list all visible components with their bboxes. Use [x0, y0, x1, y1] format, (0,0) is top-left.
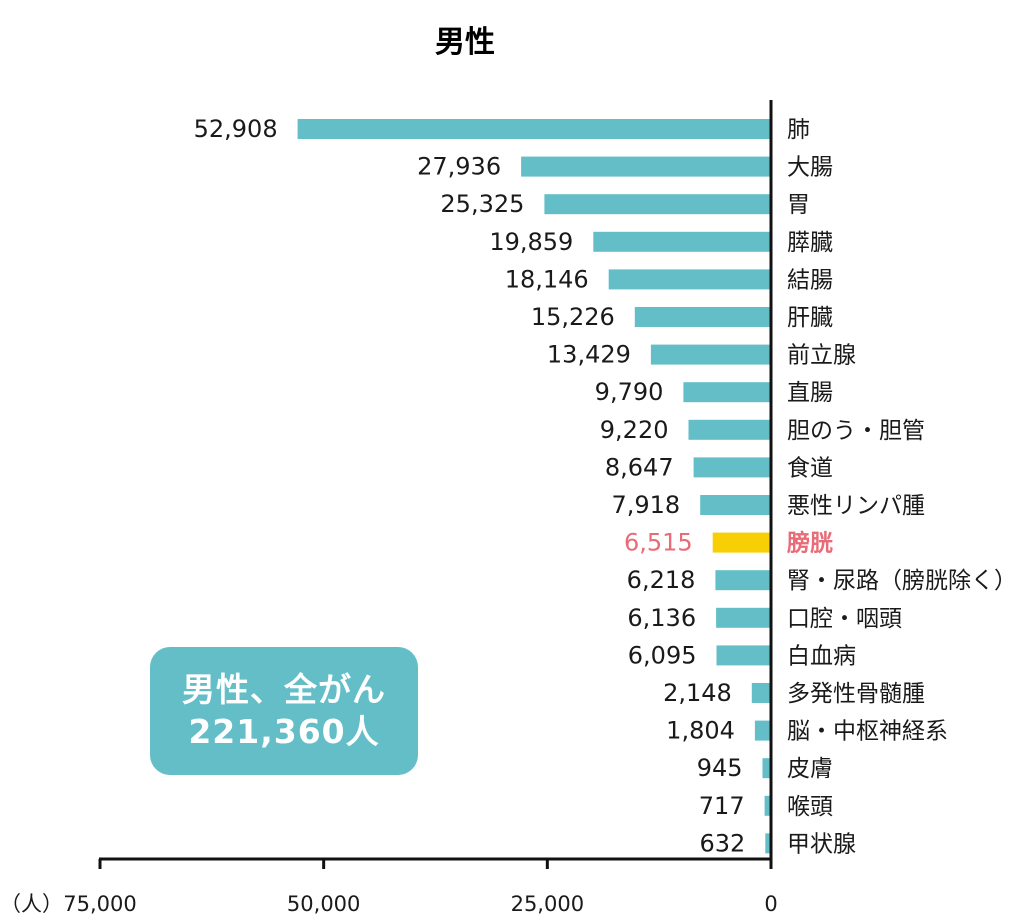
value-label-6: 13,429: [547, 341, 631, 369]
value-label-8: 9,220: [600, 416, 669, 444]
value-label-11: 6,515: [624, 529, 693, 557]
category-label-0: 肺: [787, 117, 810, 143]
category-label-5: 肝臓: [787, 305, 833, 331]
category-label-16: 脳・中枢神経系: [787, 719, 948, 745]
bar-3: [593, 231, 771, 252]
bar-7: [683, 382, 771, 403]
x-tick-label-3: 0: [764, 892, 777, 916]
bar-15: [751, 683, 771, 703]
x-tick-label-2: 25,000: [511, 892, 584, 916]
category-label-1: 大腸: [787, 155, 833, 181]
bar-5: [634, 307, 771, 327]
bar-16: [754, 720, 771, 741]
bar-9: [693, 457, 771, 478]
value-label-2: 25,325: [440, 190, 524, 218]
value-label-19: 632: [699, 829, 745, 857]
category-label-10: 悪性リンパ腫: [787, 493, 925, 519]
bar-13: [716, 607, 771, 628]
category-label-18: 喉頭: [787, 794, 833, 820]
value-label-12: 6,218: [627, 566, 696, 594]
value-label-18: 717: [699, 792, 745, 820]
total-summary-value: 221,360人: [188, 712, 380, 751]
category-label-15: 多発性骨髄腫: [787, 681, 925, 707]
category-label-19: 甲状腺: [787, 831, 856, 857]
category-label-13: 口腔・咽頭: [787, 606, 902, 632]
bar-11: [712, 532, 771, 553]
category-label-14: 白血病: [787, 643, 856, 669]
category-label-8: 胆のう・胆管: [787, 418, 925, 444]
axes-group: 75,000 50,000 25,000 0 （人）: [0, 100, 778, 916]
value-label-1: 27,936: [417, 153, 501, 181]
x-tick-label-0: 75,000: [63, 892, 136, 916]
category-label-2: 胃: [787, 192, 810, 218]
bar-0: [297, 119, 771, 139]
chart-title: 男性: [435, 25, 495, 60]
bar-6: [650, 344, 771, 365]
value-label-14: 6,095: [628, 641, 697, 669]
total-summary-box: 男性、全がん 221,360人: [150, 647, 418, 775]
value-label-7: 9,790: [595, 378, 664, 406]
category-label-6: 前立腺: [787, 343, 856, 369]
bar-18: [764, 795, 771, 816]
bar-8: [688, 419, 771, 440]
category-label-4: 結腸: [787, 267, 833, 293]
value-label-16: 1,804: [666, 717, 735, 745]
value-label-0: 52,908: [194, 115, 278, 143]
bar-2: [544, 194, 771, 215]
bar-4: [608, 269, 771, 290]
bars-group: 52,908 肺 27,936 大腸 25,325 胃 19,859 膵臓 18,146 結腸 15…: [194, 115, 1017, 857]
category-label-12: 腎・尿路（膀胱除く）: [787, 568, 1017, 594]
x-axis-unit-label: （人）: [0, 892, 63, 916]
bar-12: [715, 570, 771, 591]
value-label-3: 19,859: [489, 228, 573, 256]
value-label-5: 15,226: [531, 303, 615, 331]
bar-14: [716, 645, 771, 666]
category-label-7: 直腸: [787, 380, 833, 406]
value-label-9: 8,647: [605, 453, 674, 481]
category-label-11: 膀胱: [787, 530, 833, 557]
category-label-17: 皮膚: [787, 756, 833, 782]
total-summary-label: 男性、全がん: [182, 670, 386, 709]
x-tick-label-1: 50,000: [287, 892, 360, 916]
value-label-15: 2,148: [663, 679, 732, 707]
value-label-4: 18,146: [505, 265, 589, 293]
bar-1: [521, 156, 771, 177]
bar-10: [700, 495, 771, 515]
bar-19: [765, 833, 771, 854]
value-label-13: 6,136: [627, 604, 696, 632]
category-label-3: 膵臓: [787, 230, 833, 256]
category-label-9: 食道: [787, 455, 833, 481]
value-label-10: 7,918: [611, 491, 680, 519]
value-label-17: 945: [697, 754, 743, 782]
bar-17: [762, 758, 771, 779]
